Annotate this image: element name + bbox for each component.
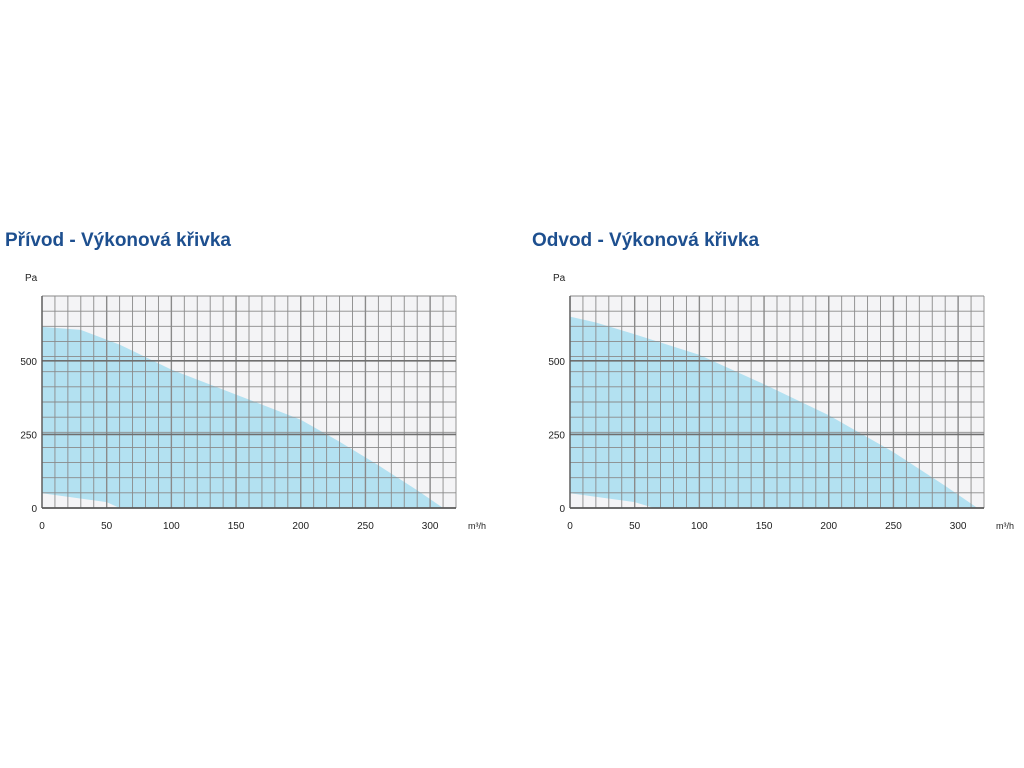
chart-supply: Přívod - Výkonová křivka 0 50 100 150 200 250… — [0, 228, 500, 538]
x-tick-label: 50 — [101, 521, 113, 532]
x-tick-label: 100 — [163, 521, 180, 532]
x-tick-label: 250 — [885, 521, 902, 532]
x-tick-label: 300 — [950, 521, 967, 532]
x-tick-label: 0 — [567, 521, 573, 532]
y-tick-label: 0 — [559, 504, 565, 515]
y-tick-label: 500 — [548, 357, 565, 368]
chart-plot: 0 50 100 150 200 250 300 0 250 500 Pa m³/h — [20, 273, 486, 532]
x-tick-label: 150 — [756, 521, 773, 532]
x-tick-label: 200 — [292, 521, 309, 532]
y-tick-label: 500 — [20, 357, 37, 368]
x-tick-label: 150 — [228, 521, 245, 532]
chart-plot: 0 50 100 150 200 250 300 0 250 500 Pa m³/h — [548, 273, 1014, 532]
x-tick-label: 200 — [820, 521, 837, 532]
x-tick-label: 0 — [39, 521, 45, 532]
chart-title: Odvod - Výkonová křivka — [532, 230, 760, 251]
y-axis-label: Pa — [553, 273, 566, 284]
y-tick-label: 250 — [20, 430, 37, 441]
x-axis-label: m³/h — [996, 521, 1014, 531]
grid — [569, 295, 985, 509]
x-tick-label: 100 — [691, 521, 708, 532]
grid — [41, 295, 457, 509]
y-tick-label: 250 — [548, 430, 565, 441]
x-axis-label: m³/h — [468, 521, 486, 531]
y-axis-label: Pa — [25, 273, 38, 284]
chart-title: Přívod - Výkonová křivka — [5, 230, 231, 251]
chart-exhaust: Odvod - Výkonová křivka 0 50 100 150 200 250 3… — [528, 228, 1024, 538]
performance-area — [570, 316, 978, 508]
x-tick-label: 50 — [629, 521, 641, 532]
x-tick-label: 300 — [422, 521, 439, 532]
x-tick-label: 250 — [357, 521, 374, 532]
y-tick-label: 0 — [31, 504, 37, 515]
